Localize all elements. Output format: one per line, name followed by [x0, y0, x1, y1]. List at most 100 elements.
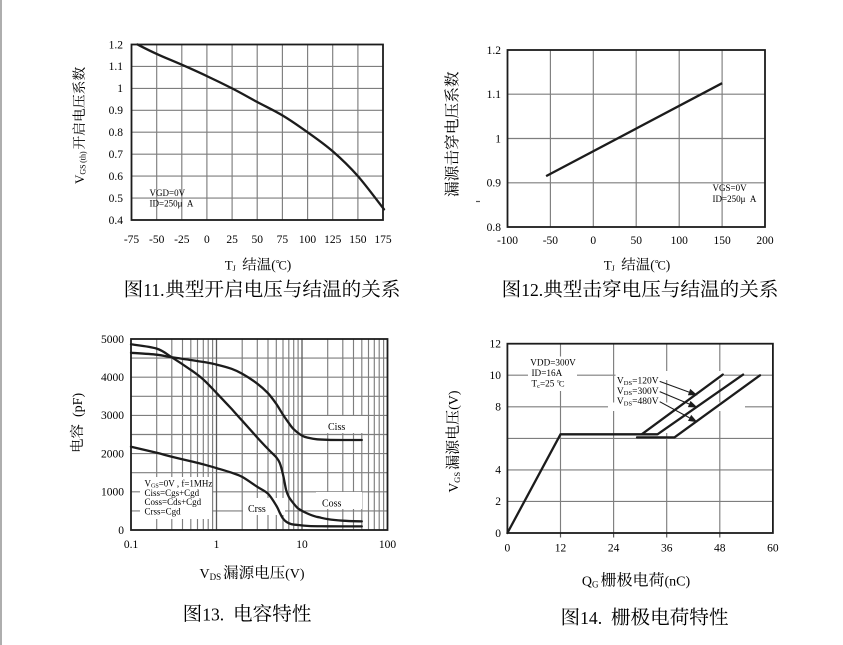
- svg-text:V: V: [617, 387, 624, 397]
- svg-text:DS: DS: [210, 572, 222, 582]
- svg-text:ID=250: ID=250: [150, 199, 179, 209]
- svg-text:0.7: 0.7: [109, 149, 124, 161]
- svg-text:1.1: 1.1: [487, 89, 502, 101]
- svg-text:A: A: [750, 194, 757, 204]
- svg-text:-50: -50: [543, 235, 559, 247]
- svg-text:(V): (V): [447, 390, 462, 410]
- svg-text:°: °: [655, 259, 659, 270]
- svg-text:G: G: [592, 579, 599, 589]
- svg-text:4: 4: [495, 465, 501, 477]
- svg-text:ID=16A: ID=16A: [532, 368, 563, 378]
- svg-text:Crss=Cgd: Crss=Cgd: [145, 507, 182, 517]
- svg-text:0.5: 0.5: [109, 193, 124, 205]
- svg-text:1: 1: [495, 133, 501, 145]
- svg-text:0: 0: [505, 543, 511, 555]
- svg-text:T: T: [225, 258, 233, 273]
- svg-text:Ciss: Ciss: [328, 422, 345, 433]
- svg-text:200: 200: [756, 235, 774, 247]
- svg-text:100: 100: [379, 539, 397, 551]
- svg-text:c: c: [537, 383, 540, 390]
- svg-text:1: 1: [214, 539, 220, 551]
- svg-text:°: °: [557, 378, 560, 387]
- svg-text:8: 8: [495, 402, 501, 414]
- svg-text:-75: -75: [124, 234, 140, 246]
- svg-text:1: 1: [117, 83, 123, 95]
- svg-text:°: °: [276, 259, 280, 270]
- svg-text:1.2: 1.2: [109, 39, 124, 51]
- svg-text:=25: =25: [540, 379, 555, 389]
- svg-text:GS: GS: [79, 164, 88, 174]
- svg-text:Coss: Coss: [322, 499, 342, 510]
- svg-text:DS: DS: [624, 400, 633, 407]
- svg-text:13.: 13.: [202, 605, 224, 625]
- svg-text:V: V: [617, 397, 624, 407]
- svg-text:125: 125: [324, 234, 342, 246]
- svg-text:150: 150: [349, 234, 367, 246]
- svg-text:A: A: [187, 199, 194, 209]
- svg-text:(th): (th): [79, 151, 88, 163]
- svg-text:2000: 2000: [101, 448, 124, 460]
- svg-text:1.1: 1.1: [109, 61, 124, 73]
- svg-text:0.4: 0.4: [109, 215, 124, 227]
- svg-text:0: 0: [204, 234, 210, 246]
- svg-text:J: J: [233, 264, 236, 273]
- svg-text:1000: 1000: [101, 487, 124, 499]
- svg-text:V: V: [446, 483, 461, 493]
- svg-text:12: 12: [490, 339, 502, 351]
- svg-text:2: 2: [495, 496, 501, 508]
- svg-text:48: 48: [714, 543, 726, 555]
- svg-text:-50: -50: [149, 234, 165, 246]
- svg-text:0.8: 0.8: [109, 127, 124, 139]
- svg-text:V: V: [72, 174, 87, 184]
- svg-text:μ: μ: [178, 199, 183, 209]
- svg-text:3000: 3000: [101, 410, 124, 422]
- svg-text:V: V: [617, 377, 624, 387]
- svg-text:C: C: [279, 259, 287, 273]
- svg-text:11.: 11.: [143, 280, 164, 300]
- svg-text:C: C: [559, 379, 565, 389]
- svg-text:V: V: [145, 479, 152, 489]
- svg-text:50: 50: [630, 235, 642, 247]
- svg-text:C: C: [658, 259, 666, 273]
- svg-text:10: 10: [296, 539, 308, 551]
- svg-text:10: 10: [490, 370, 502, 382]
- svg-text:ID=250: ID=250: [713, 194, 742, 204]
- svg-text:0: 0: [118, 525, 124, 537]
- svg-text:12.: 12.: [521, 280, 543, 300]
- svg-text:GS: GS: [151, 484, 159, 490]
- svg-text:0.6: 0.6: [109, 171, 124, 183]
- svg-text:5000: 5000: [101, 334, 124, 346]
- svg-text:25: 25: [226, 234, 238, 246]
- svg-text:GS: GS: [452, 472, 462, 483]
- svg-text:100: 100: [299, 234, 317, 246]
- svg-text:VGD=0V: VGD=0V: [150, 188, 186, 198]
- svg-text:V: V: [200, 567, 210, 582]
- svg-text:VDD=300V: VDD=300V: [530, 358, 576, 368]
- svg-text:60: 60: [767, 543, 779, 555]
- svg-text:=300V: =300V: [632, 387, 659, 397]
- svg-text:-100: -100: [497, 235, 518, 247]
- svg-text:): ): [287, 258, 292, 273]
- svg-text:0.9: 0.9: [109, 105, 124, 117]
- svg-text:24: 24: [608, 543, 620, 555]
- svg-text:(nC): (nC): [665, 575, 691, 590]
- svg-text:100: 100: [671, 235, 689, 247]
- svg-text:VGS=0V: VGS=0V: [713, 183, 748, 193]
- svg-text:0.8: 0.8: [487, 222, 502, 234]
- svg-text:): ): [666, 258, 671, 273]
- svg-text:Crss: Crss: [248, 504, 266, 515]
- svg-text:14.: 14.: [580, 608, 602, 628]
- svg-text:DS: DS: [624, 380, 633, 387]
- svg-text:(pF): (pF): [71, 393, 86, 417]
- svg-text:75: 75: [277, 234, 289, 246]
- svg-text:DS: DS: [624, 390, 633, 397]
- svg-text:0: 0: [495, 528, 501, 540]
- svg-text:12: 12: [555, 543, 567, 555]
- svg-text:J: J: [612, 264, 615, 273]
- svg-text:36: 36: [661, 543, 673, 555]
- svg-text:1.2: 1.2: [487, 45, 502, 57]
- svg-text:0.9: 0.9: [487, 178, 502, 190]
- svg-text:Q: Q: [582, 575, 592, 590]
- svg-text:Ciss=Cgs+Cgd: Ciss=Cgs+Cgd: [145, 488, 200, 498]
- svg-text:150: 150: [713, 235, 731, 247]
